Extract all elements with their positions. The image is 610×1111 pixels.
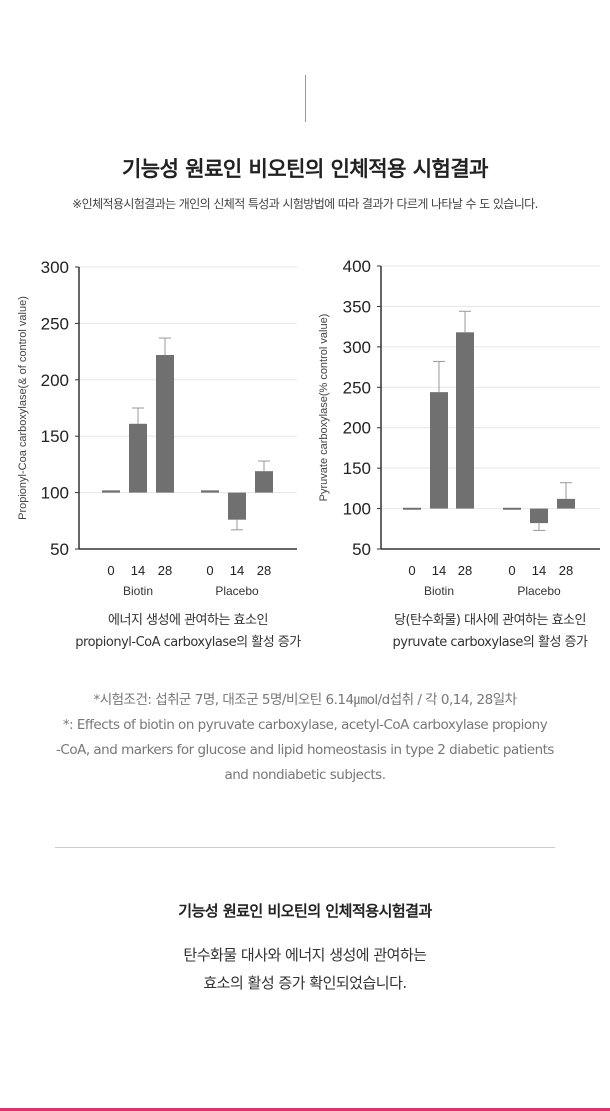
x-tick-label: 0 [408,563,415,578]
accent-bar [0,1108,610,1111]
bar [102,490,120,493]
bar [255,471,273,493]
x-tick-label: 28 [257,563,271,578]
y-tick-label: 250 [343,378,371,397]
divider [55,847,555,848]
bar [228,492,246,520]
disclaimer: ※인체적용시험결과는 개인의 신체적 특성과 시험방법에 따라 결과가 다르게 … [72,197,538,211]
x-tick-label: 0 [107,563,114,578]
summary-line: 탄수화물 대사와 에너지 생성에 관여하는 [183,946,427,964]
group-label: Biotin [123,584,153,598]
note-line: *: Effects of biotin on pyruvate carboxy… [62,717,548,733]
study-notes: *시험조건: 섭취군 7명, 대조군 5명/비오틴 6.14㎛ol/d섭취 / … [0,688,610,788]
y-tick-label: 300 [41,258,69,277]
x-tick-label: 28 [158,563,172,578]
caption-line: propionyl-CoA carboxylase의 활성 증가 [75,635,301,650]
bar [503,507,521,510]
y-axis-label: Pyruvate carboxylase(% control value) [318,314,330,502]
caption-line: pyruvate carboxylase의 활성 증가 [392,635,588,650]
caption-line: 에너지 생성에 관여하는 효소인 [108,613,268,628]
y-tick-label: 350 [343,297,371,316]
group-label: Placebo [517,584,561,598]
summary-text: 탄수화물 대사와 에너지 생성에 관여하는 효소의 활성 증가 확인되었습니다. [0,941,610,997]
y-tick-label: 150 [41,427,69,446]
y-tick-label: 300 [343,338,371,357]
y-tick-label: 200 [343,419,371,438]
bar [129,423,147,493]
x-tick-label: 0 [206,563,213,578]
x-tick-label: 14 [230,563,244,578]
y-tick-label: 50 [352,540,371,559]
bar [156,354,174,493]
note-line: -CoA, and markers for glucose and lipid … [56,742,554,758]
bar [456,332,474,509]
bar [201,490,219,493]
divider-vertical [305,75,306,122]
note-line: and nondiabetic subjects. [224,767,386,783]
group-label: Placebo [215,584,259,598]
bar [530,508,548,524]
x-tick-label: 0 [508,563,515,578]
bar [403,507,421,510]
y-tick-label: 200 [41,371,69,390]
chart-caption-2: 당(탄수화물) 대사에 관여하는 효소인 pyruvate carboxylas… [340,610,610,654]
y-tick-label: 50 [50,540,69,559]
propionyl-coa-chart: 50 100 150 200 250 300 Propionyl-Coa carboxyla… [17,258,297,598]
summary-line: 효소의 활성 증가 확인되었습니다. [203,974,407,992]
note-line: *시험조건: 섭취군 7명, 대조군 5명/비오틴 6.14㎛ol/d섭취 / … [93,692,517,708]
y-tick-label: 400 [343,257,371,276]
x-tick-label: 14 [532,563,546,578]
y-tick-label: 100 [343,500,371,519]
bar [557,498,575,509]
y-tick-label: 150 [343,459,371,478]
y-axis-label: Propionyl-Coa carboxylase(& of control v… [17,296,29,520]
summary-title: 기능성 원료인 비오틴의 인체적용시험결과 [178,902,432,920]
pyruvate-carboxylase-chart: 50 100 150 200 250 300 350 400 Pyruvate carboxyl… [318,257,600,598]
caption-line: 당(탄수화물) 대사에 관여하는 효소인 [394,613,586,628]
x-tick-label: 28 [559,563,573,578]
x-tick-label: 28 [458,563,472,578]
group-label: Biotin [424,584,454,598]
y-tick-label: 250 [41,314,69,333]
x-tick-label: 14 [131,563,145,578]
page-title: 기능성 원료인 비오틴의 인체적용 시험결과 [121,157,489,181]
chart-caption-1: 에너지 생성에 관여하는 효소인 propionyl-CoA carboxyla… [38,610,338,654]
x-tick-label: 14 [432,563,446,578]
bar [430,392,448,509]
y-tick-label: 100 [41,484,69,503]
